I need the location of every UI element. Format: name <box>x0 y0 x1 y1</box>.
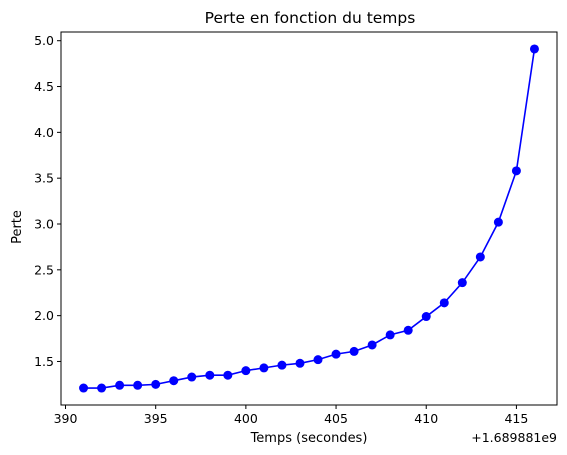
data-point <box>493 217 503 227</box>
data-point <box>187 372 197 382</box>
data-point <box>331 349 341 359</box>
data-point <box>205 370 215 380</box>
x-tick-label: 400 <box>234 411 258 426</box>
y-axis-label: Perte <box>10 210 25 244</box>
chart-title: Perte en fonction du temps <box>205 9 416 27</box>
x-axis-label: Temps (secondes) <box>250 431 368 446</box>
data-point <box>115 380 125 390</box>
data-point <box>457 278 467 288</box>
data-point <box>97 383 107 393</box>
data-point <box>79 383 89 393</box>
data-point <box>241 366 251 376</box>
y-tick-label: 3.0 <box>34 216 54 231</box>
data-point <box>475 252 485 262</box>
data-point <box>295 358 305 368</box>
data-point <box>403 325 413 335</box>
data-point <box>385 330 395 340</box>
y-tick-label: 1.5 <box>34 354 54 369</box>
y-tick-label: 2.5 <box>34 262 54 277</box>
x-axis-offset-label: +1.689881e9 <box>471 430 557 445</box>
x-tick-label: 390 <box>54 411 78 426</box>
data-point <box>133 380 143 390</box>
plot-frame <box>60 31 558 406</box>
series-line <box>83 48 536 389</box>
data-point <box>349 346 359 356</box>
data-point <box>259 363 269 373</box>
y-tick-label: 3.5 <box>34 171 54 186</box>
data-point <box>367 340 377 350</box>
x-tick-label: 410 <box>414 411 438 426</box>
data-point <box>511 166 521 176</box>
data-point <box>439 298 449 308</box>
x-tick-label: 395 <box>144 411 168 426</box>
x-tick-label: 415 <box>504 411 528 426</box>
y-tick-label: 4.0 <box>34 125 54 140</box>
x-tick-label: 405 <box>324 411 348 426</box>
y-tick-label: 4.5 <box>34 79 54 94</box>
data-point <box>421 312 431 322</box>
data-point <box>277 360 287 370</box>
y-tick-label: 2.0 <box>34 308 54 323</box>
data-point <box>151 379 161 389</box>
y-tick-label: 5.0 <box>34 33 54 48</box>
data-point <box>313 355 323 365</box>
data-point <box>169 376 179 386</box>
data-point <box>223 370 233 380</box>
data-point <box>529 44 539 54</box>
